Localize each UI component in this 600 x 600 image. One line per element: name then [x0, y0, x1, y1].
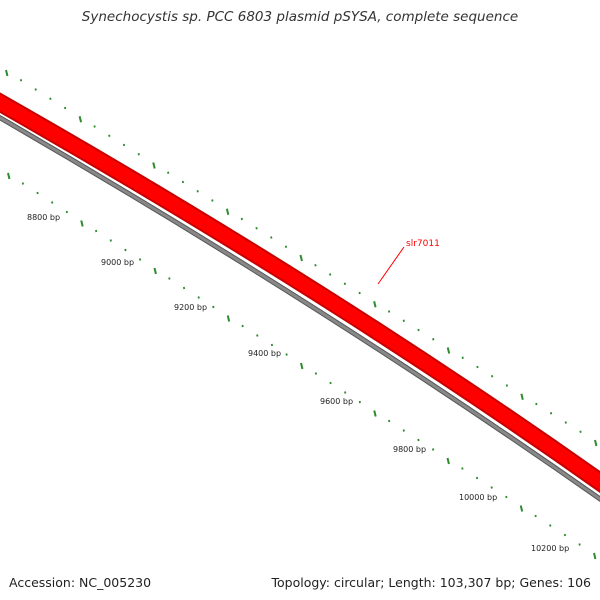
- major-tick: [153, 267, 157, 275]
- major-tick: [5, 69, 9, 77]
- scale-tick-label: 10000 bp: [459, 493, 497, 502]
- major-tick: [78, 116, 83, 123]
- map-title: Synechocystis sp. PCC 6803 plasmid pSYSA…: [81, 9, 519, 25]
- major-tick: [594, 439, 598, 447]
- backbone-strand: [0, 116, 600, 501]
- inner-tick-track: [7, 172, 597, 560]
- scale-tick-label: 9800 bp: [393, 445, 426, 454]
- major-tick: [446, 457, 450, 465]
- major-tick: [7, 172, 11, 180]
- scale-tick-label: 9600 bp: [320, 397, 353, 406]
- major-tick: [520, 393, 524, 400]
- major-tick: [80, 220, 84, 227]
- topology-summary: Topology: circular; Length: 103,307 bp; …: [271, 575, 592, 590]
- major-tick: [373, 410, 377, 417]
- major-tick: [446, 347, 451, 354]
- major-tick: [519, 505, 524, 512]
- major-tick: [225, 208, 230, 215]
- sequence-strands: [0, 92, 600, 503]
- scale-tick-label: 9200 bp: [174, 303, 207, 312]
- scale-tick-labels: 8800 bp 9000 bp 9200 bp 9400 bp 9600 bp 9800 …: [27, 213, 569, 553]
- major-tick: [299, 254, 303, 262]
- scale-tick-label: 9400 bp: [248, 349, 281, 358]
- major-tick: [593, 552, 597, 560]
- gene-label-leader: [377, 246, 405, 285]
- scale-tick-label: 8800 bp: [27, 213, 60, 222]
- major-tick: [373, 301, 377, 308]
- gene-labels: slr7011: [377, 239, 440, 285]
- major-tick: [300, 362, 304, 370]
- scale-tick-label: 10200 bp: [531, 544, 569, 553]
- accession-label: Accession: NC_005230: [9, 575, 152, 590]
- gene-slr7011-band[interactable]: [0, 94, 600, 491]
- major-tick: [226, 315, 231, 322]
- scale-tick-label: 9000 bp: [101, 258, 134, 267]
- gene-label-slr7011[interactable]: slr7011: [406, 239, 440, 249]
- outer-tick-track: [5, 69, 598, 447]
- major-tick: [152, 162, 156, 169]
